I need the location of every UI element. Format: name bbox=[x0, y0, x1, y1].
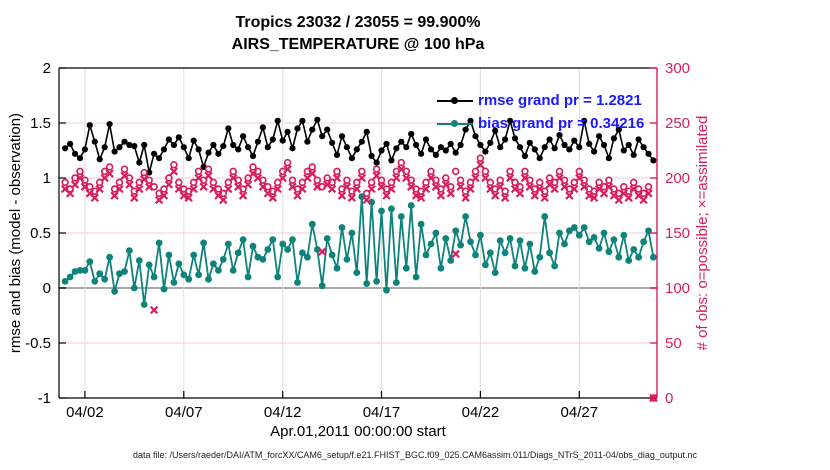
svg-text:0.5: 0.5 bbox=[30, 225, 51, 242]
rmse-line-swatch bbox=[437, 97, 473, 104]
svg-text:150: 150 bbox=[665, 225, 690, 242]
svg-text:-0.5: -0.5 bbox=[25, 335, 51, 352]
svg-text:1.5: 1.5 bbox=[30, 115, 51, 132]
bias-series bbox=[61, 193, 657, 308]
obs-assimilated-series bbox=[60, 160, 658, 403]
rmse-series bbox=[62, 116, 657, 176]
legend-item-bias: bias grand pr = 0.34216 bbox=[437, 112, 644, 135]
data-file-path: data file: /Users/raeder/DAI/ATM_forcXX/… bbox=[133, 450, 697, 460]
legend-rmse-label: rmse grand pr = 1.2821 bbox=[478, 92, 642, 109]
legend: rmse grand pr = 1.2821 bias grand pr = 0… bbox=[437, 89, 644, 135]
right-axis-ticks: 0 50 100 150 200 250 300 bbox=[650, 60, 690, 407]
svg-text:200: 200 bbox=[665, 170, 690, 187]
svg-text:2: 2 bbox=[43, 60, 51, 77]
svg-text:0: 0 bbox=[665, 390, 673, 407]
plot-title: Tropics 23032 / 23055 = 99.900% AIRS_TEM… bbox=[59, 12, 657, 56]
x-axis-label: Apr.01,2011 00:00:00 start bbox=[270, 423, 446, 440]
bias-line-swatch bbox=[437, 120, 473, 127]
svg-text:250: 250 bbox=[665, 115, 690, 132]
svg-text:04/17: 04/17 bbox=[363, 404, 401, 421]
svg-text:100: 100 bbox=[665, 280, 690, 297]
title-line-2: AIRS_TEMPERATURE @ 100 hPa bbox=[231, 36, 485, 53]
legend-bias-label: bias grand pr = 0.34216 bbox=[478, 115, 645, 132]
svg-text:300: 300 bbox=[665, 60, 690, 77]
svg-text:1: 1 bbox=[43, 170, 51, 187]
svg-text:50: 50 bbox=[665, 335, 682, 352]
left-axis-ticks: -1 -0.5 0 0.5 1 1.5 2 bbox=[25, 60, 66, 407]
svg-text:04/02: 04/02 bbox=[66, 404, 104, 421]
svg-text:04/12: 04/12 bbox=[264, 404, 302, 421]
h-gridlines bbox=[59, 122, 657, 344]
svg-text:04/22: 04/22 bbox=[462, 404, 500, 421]
v-gridlines bbox=[84, 68, 580, 398]
svg-text:0: 0 bbox=[43, 280, 51, 297]
x-axis-ticks: 04/02 04/07 04/12 04/17 04/22 04/27 bbox=[66, 391, 598, 421]
svg-text:04/07: 04/07 bbox=[165, 404, 203, 421]
legend-item-rmse: rmse grand pr = 1.2821 bbox=[437, 89, 644, 112]
svg-text:-1: -1 bbox=[38, 390, 51, 407]
svg-text:04/27: 04/27 bbox=[561, 404, 599, 421]
title-line-1: Tropics 23032 / 23055 = 99.900% bbox=[235, 14, 481, 31]
